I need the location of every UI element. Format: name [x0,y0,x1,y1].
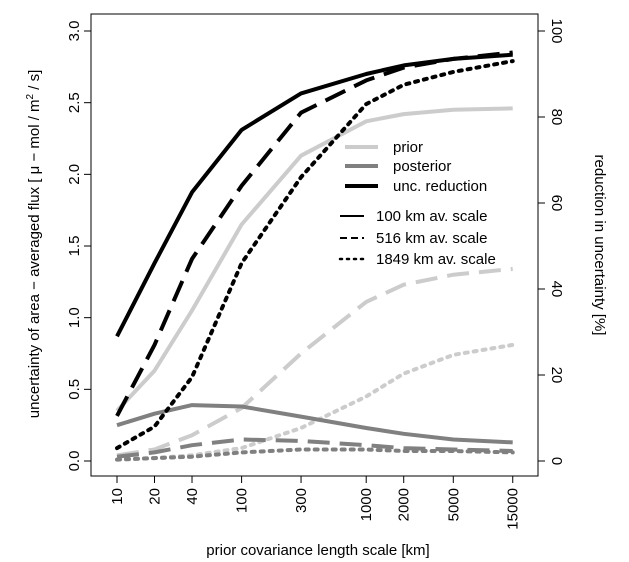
right-axis-tick-label: 80 [548,109,565,126]
legend-label-unc-reduction: unc. reduction [393,178,487,195]
left-axis-tick-label: 2.0 [66,164,83,185]
legend-entry-516km: 516 km av. scale [340,230,487,247]
legend-label-prior: prior [393,139,423,156]
legend-label-100km: 100 km av. scale [376,208,487,225]
series-line-posterior-1849km [115,447,515,462]
bottom-axis-tick-label: 20 [147,488,164,505]
legend-entry-prior: prior [345,139,423,156]
bottom-axis-tick-label: 100 [234,488,251,513]
series-line-unc-reduction-1849km [115,59,515,451]
right-axis: 0 20 40 60 80 100 [538,18,565,465]
left-axis-tick-label: 0.0 [66,451,83,472]
right-axis-tick-label: 20 [548,367,565,384]
x-axis-label: prior covariance length scale [km] [206,542,429,559]
legend-label-1849km: 1849 km av. scale [376,251,496,268]
left-axis-tick-label: 2.5 [66,92,83,113]
series-line-posterior-100km [116,403,513,445]
left-axis-tick-label: 1.5 [66,236,83,257]
legend-label-516km: 516 km av. scale [376,230,487,247]
bottom-axis-tick-label: 40 [184,488,201,505]
series-line-unc-reduction-516km [115,50,513,417]
legend-entry-posterior: posterior [345,158,451,175]
legend-entry-unc-reduction: unc. reduction [345,178,487,195]
legend-label-posterior: posterior [393,158,451,175]
right-axis-tick-label: 100 [548,18,565,43]
bottom-axis-tick-label: 300 [293,488,310,513]
legend-entry-100km: 100 km av. scale [340,208,487,225]
right-axis-tick-label: 60 [548,195,565,212]
bottom-axis-tick-label: 15000 [505,488,522,530]
left-axis-label-main: uncertainty of area − averaged flux [ μ … [26,99,43,418]
plot-frame [90,13,539,477]
series-line-prior-1849km [115,342,515,462]
series-layer [115,50,515,462]
left-axis-tick-label: 3.0 [66,21,83,42]
right-axis-tick-label: 40 [548,281,565,298]
bottom-axis-tick-label: 10 [109,488,126,505]
left-axis-label-superscript: 2 [25,93,36,99]
bottom-axis-tick-label: 2000 [396,488,413,521]
series-line-unc-reduction-100km [115,52,513,338]
bottom-axis-tick-label: 1000 [358,488,375,521]
left-axis-label-tail: / s] [26,70,43,94]
series-line-prior-100km [115,106,513,413]
left-axis: 0.0 0.5 1.0 1.5 2.0 2.5 3.0 [66,21,91,472]
bottom-axis-tick-label: 5000 [445,488,462,521]
bottom-axis: 10 20 40 100 300 1000 2000 5000 15000 [109,476,522,530]
legend-entry-1849km: 1849 km av. scale [338,251,496,268]
legend: prior posterior unc. reduction 100 km av… [338,139,496,268]
left-axis-tick-label: 1.0 [66,307,83,328]
right-axis-tick-label: 0 [548,457,565,465]
series-line-posterior-516km [116,437,513,459]
left-axis-label: uncertainty of area − averaged flux [ μ … [25,70,43,419]
right-axis-label: reduction in uncertainty [%] [591,155,608,336]
left-axis-tick-label: 0.5 [66,379,83,400]
series-line-prior-516km [116,266,513,458]
